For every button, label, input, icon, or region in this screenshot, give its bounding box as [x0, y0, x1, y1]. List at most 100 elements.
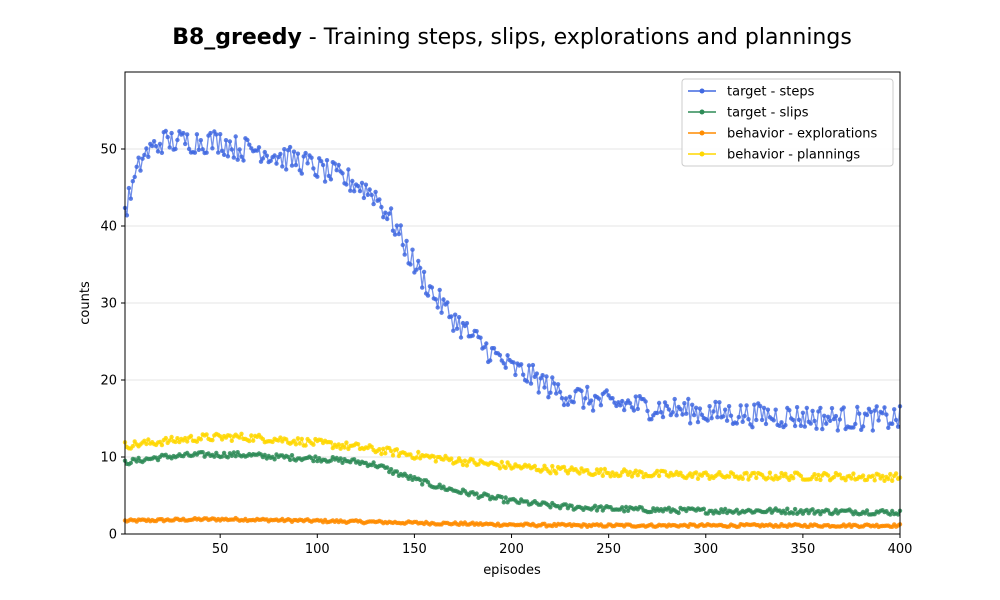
data-point: [460, 462, 466, 468]
data-point: [554, 471, 559, 476]
data-point: [282, 147, 287, 152]
data-point: [229, 453, 234, 458]
data-point: [262, 149, 267, 155]
data-point: [596, 396, 602, 401]
data-point: [394, 469, 400, 474]
legend-box: [681, 78, 894, 167]
data-point: [159, 442, 165, 448]
data-point: [548, 471, 553, 476]
data-point: [649, 509, 654, 514]
data-point: [416, 449, 421, 455]
data-point: [656, 400, 662, 406]
data-point: [893, 471, 899, 476]
data-point: [324, 158, 330, 163]
data-point: [895, 512, 901, 517]
data-point: [138, 168, 143, 173]
data-point: [165, 134, 170, 140]
data-point: [183, 435, 188, 441]
data-point: [377, 197, 382, 202]
data-point: [540, 467, 545, 472]
data-point: [239, 431, 244, 436]
data-point: [297, 168, 302, 173]
data-point: [420, 482, 425, 487]
data-point: [404, 238, 409, 244]
data-point: [721, 414, 726, 419]
data-point: [338, 446, 343, 451]
data-point: [802, 424, 807, 429]
data-point: [454, 459, 460, 464]
data-point: [598, 504, 604, 509]
data-point: [274, 161, 279, 166]
y-tick-label: 20: [100, 374, 117, 389]
data-point: [666, 505, 672, 510]
data-point: [884, 412, 889, 417]
data-point: [441, 297, 446, 302]
data-point: [200, 450, 205, 455]
data-point: [783, 471, 788, 476]
data-point: [311, 442, 316, 447]
data-point: [666, 474, 672, 479]
data-point: [816, 409, 821, 414]
data-point: [761, 405, 767, 411]
data-point: [812, 472, 817, 477]
data-point: [373, 189, 378, 195]
data-point: [567, 394, 572, 399]
data-point: [381, 446, 386, 451]
data-point: [738, 403, 743, 408]
data-point: [571, 400, 576, 405]
data-point: [688, 471, 693, 476]
data-point: [445, 300, 450, 305]
data-point: [579, 466, 584, 471]
data-point: [791, 417, 796, 423]
data-point: [188, 433, 194, 439]
data-point: [371, 460, 376, 465]
data-point: [317, 456, 322, 461]
data-point: [565, 471, 571, 476]
data-point: [723, 407, 728, 412]
data-point: [794, 405, 800, 410]
data-point: [385, 216, 390, 222]
data-point: [888, 471, 893, 477]
data-point: [476, 462, 481, 467]
data-point: [814, 426, 819, 431]
data-point: [200, 147, 205, 152]
data-point: [705, 418, 710, 423]
data-point: [851, 471, 856, 476]
data-point: [740, 419, 745, 424]
y-tick-label: 0: [109, 528, 117, 543]
data-point: [674, 413, 679, 418]
data-point: [198, 437, 203, 442]
data-point: [622, 509, 627, 514]
data-point: [319, 159, 324, 164]
data-point: [622, 407, 627, 413]
data-point: [163, 435, 168, 441]
data-point: [169, 434, 174, 440]
data-point: [410, 247, 415, 252]
data-point: [542, 385, 547, 390]
data-point: [435, 305, 440, 310]
data-point: [402, 252, 407, 257]
data-point: [198, 138, 203, 143]
data-point: [536, 390, 541, 395]
data-point: [792, 506, 798, 512]
data-point: [503, 365, 508, 370]
data-point: [623, 469, 629, 474]
x-axis-label: episodes: [483, 563, 541, 578]
data-point: [167, 438, 172, 443]
data-point: [831, 474, 837, 480]
data-point: [791, 511, 796, 516]
data-point: [639, 470, 644, 475]
data-point: [247, 142, 252, 147]
data-point: [688, 421, 693, 426]
data-point: [142, 438, 147, 443]
data-point: [620, 398, 625, 404]
data-point: [808, 421, 813, 426]
data-point: [544, 374, 549, 379]
data-point: [690, 402, 695, 407]
data-point: [408, 452, 413, 457]
data-point: [295, 151, 301, 156]
data-point: [437, 287, 442, 293]
data-point: [474, 491, 479, 496]
data-point: [767, 470, 773, 475]
data-point: [697, 406, 703, 411]
